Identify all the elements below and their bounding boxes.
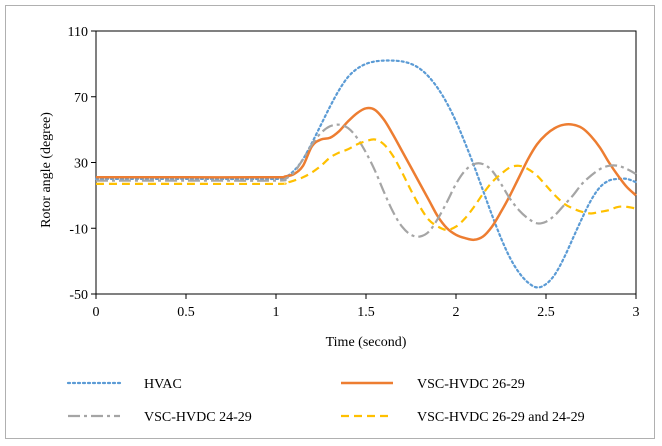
- x-tick-label: 3: [633, 305, 640, 320]
- legend: HVAC VSC-HVDC 26-29 VSC-HVDC 24-29 VSC-HVDC…: [66, 377, 585, 425]
- x-axis-label: Time (second): [326, 335, 407, 350]
- axis-ticks: 0 0.5 1 1.5 2 2.5 3 110 70 30 -10 -50: [68, 25, 640, 320]
- x-tick-label: 0.5: [177, 305, 195, 320]
- plot-area: [95, 30, 637, 295]
- x-tick-label: 1: [273, 305, 280, 320]
- legend-label-4: VSC-HVDC 26-29 and 24-29: [417, 410, 585, 425]
- y-axis-label: Rotor angle (degree): [39, 112, 54, 228]
- y-tick-label: -50: [69, 288, 88, 303]
- legend-label-3: VSC-HVDC 24-29: [144, 410, 252, 425]
- chart-frame: 0 0.5 1 1.5 2 2.5 3 110 70 30 -10 -50 Time (second)…: [5, 5, 655, 439]
- x-tick-label: 0: [93, 305, 100, 320]
- series-line-4: [95, 138, 637, 232]
- series-line-2: [95, 106, 637, 242]
- series-layer: [94, 59, 638, 289]
- y-tick-label: 70: [74, 91, 88, 106]
- series-line-3: [96, 123, 637, 238]
- x-tick-label: 2.5: [537, 305, 555, 320]
- line-chart: 0 0.5 1 1.5 2 2.5 3 110 70 30 -10 -50 Time (second)…: [39, 25, 640, 425]
- legend-label-2: VSC-HVDC 26-29: [417, 377, 525, 392]
- y-tick-label: 30: [74, 157, 88, 172]
- legend-label-1: HVAC: [144, 377, 182, 392]
- x-tick-label: 1.5: [357, 305, 375, 320]
- plot-border: [95, 30, 637, 295]
- x-tick-label: 2: [453, 305, 460, 320]
- series-line-1: [94, 59, 638, 289]
- y-tick-label: 110: [68, 25, 88, 40]
- y-tick-label: -10: [69, 222, 88, 237]
